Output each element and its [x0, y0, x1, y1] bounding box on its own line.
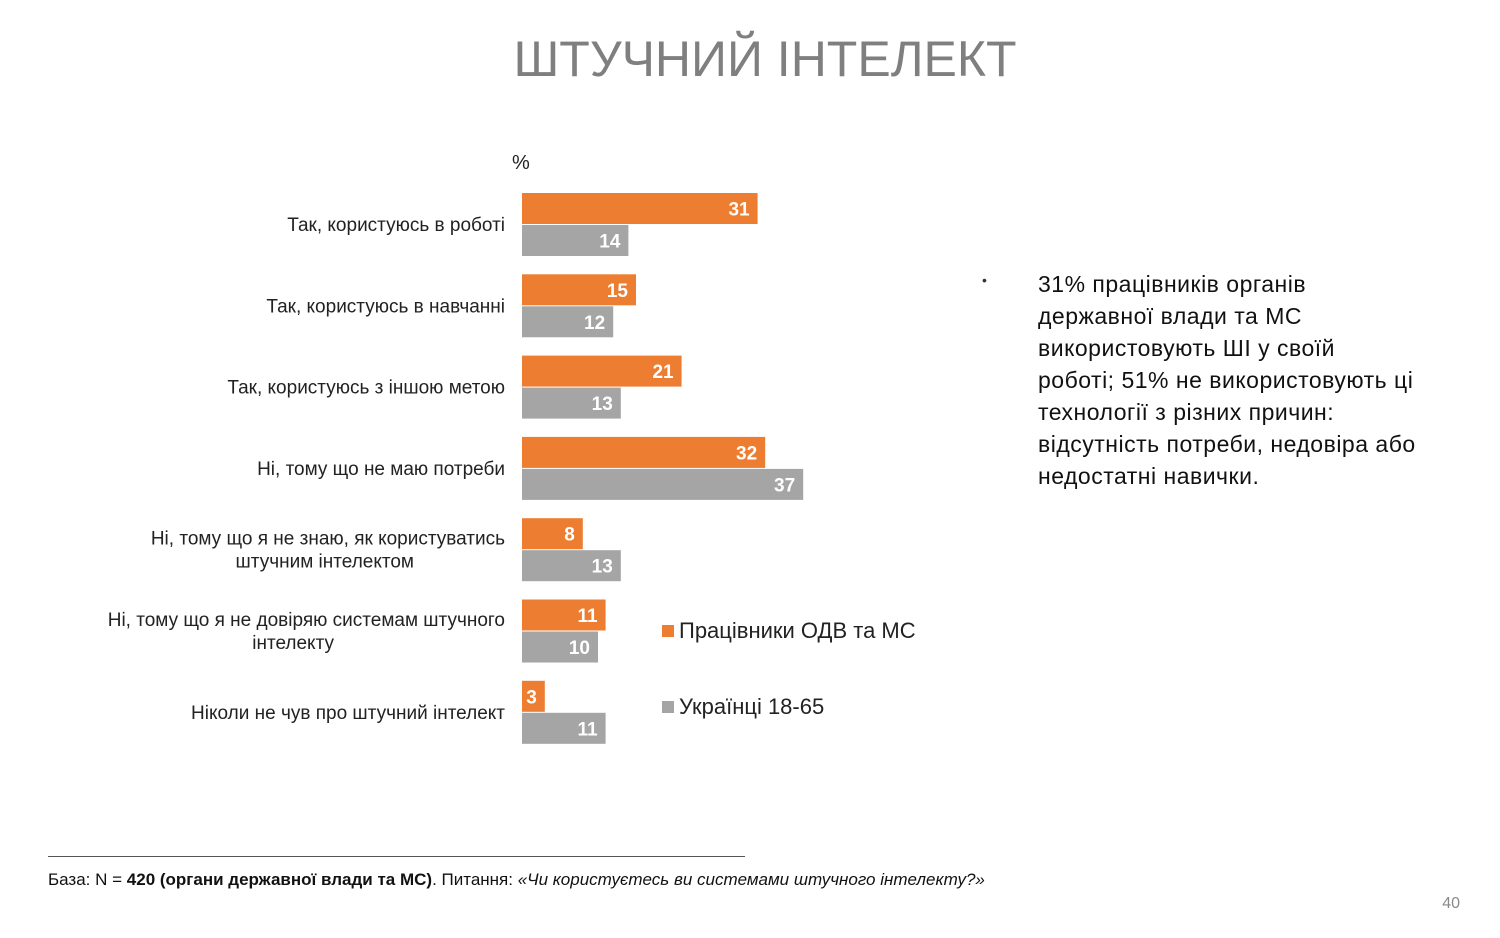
data-label: 13: [592, 557, 613, 578]
bar-staff: [522, 436, 766, 468]
category-label: штучним інтелектом: [236, 552, 414, 573]
legend-label-staff: Працівники ОДВ та МС: [679, 618, 916, 643]
key-finding-text: 31% працівників органів державної влади …: [1038, 271, 1416, 489]
bar-ukrainians: [522, 306, 614, 338]
data-label: 11: [578, 719, 599, 740]
category-label: Ніколи не чув про штучний інтелект: [191, 703, 505, 724]
data-label: 11: [578, 606, 599, 627]
data-label: 3: [526, 687, 537, 708]
category-label: інтелекту: [252, 633, 334, 654]
legend-item-ukrainians: Українці 18-65: [662, 694, 824, 720]
footer-divider: [48, 856, 745, 857]
footer-question-prefix: . Питання:: [432, 870, 518, 889]
bar-staff: [522, 355, 682, 387]
data-label: 13: [592, 394, 613, 415]
bar-ukrainians: [522, 468, 804, 500]
bar-staff: [522, 193, 758, 224]
page-title: ШТУЧНИЙ ІНТЕЛЕКТ: [513, 31, 1017, 87]
legend-label-ukrainians: Українці 18-65: [679, 694, 825, 719]
legend-swatch-gray: [662, 701, 674, 713]
category-label: Так, користуюсь з іншою метою: [227, 378, 505, 399]
bar-staff: [522, 274, 636, 306]
bar-staff: [522, 518, 583, 550]
data-label: 32: [736, 443, 757, 464]
category-label: Ні, тому що я не знаю, як користуватись: [151, 529, 505, 550]
bar-ukrainians: [522, 712, 606, 744]
bar-ukrainians: [522, 631, 598, 663]
bullet-icon: •: [982, 272, 987, 288]
bar-staff: [522, 599, 606, 631]
data-label: 21: [652, 362, 674, 383]
data-label: 12: [584, 313, 605, 334]
legend-item-staff: Працівники ОДВ та МС: [662, 618, 916, 644]
data-label: 14: [599, 232, 621, 253]
data-label: 10: [569, 638, 590, 659]
bar-staff: [522, 680, 545, 712]
data-label: 15: [607, 281, 629, 302]
footer-base-value: 420 (органи державної влади та МС): [126, 870, 433, 889]
data-label: 37: [774, 475, 795, 496]
bar-ukrainians: [522, 550, 621, 582]
page-number: 40: [1442, 895, 1460, 912]
footer-base-prefix: База: N =: [48, 870, 127, 889]
legend-swatch-orange: [662, 625, 674, 637]
data-label: 31: [728, 200, 750, 221]
footer-question: «Чи користуєтесь ви системами штучного і…: [517, 870, 985, 889]
category-label: Так, користуюсь в роботі: [287, 215, 505, 236]
category-label: Так, користуюсь в навчанні: [266, 296, 505, 317]
category-label: Ні, тому що не маю потреби: [257, 459, 505, 480]
bar-ukrainians: [522, 225, 629, 256]
category-label: Ні, тому що я не довіряю системам штучно…: [108, 610, 505, 631]
unit-label: %: [512, 152, 530, 174]
bar-ukrainians: [522, 387, 621, 419]
data-label: 8: [564, 525, 575, 546]
footer-source: База: N = 420 (органи державної влади та…: [48, 870, 985, 890]
bar-chart: Так, користуюсь в роботі 31 14 Так, користу…: [108, 193, 804, 744]
